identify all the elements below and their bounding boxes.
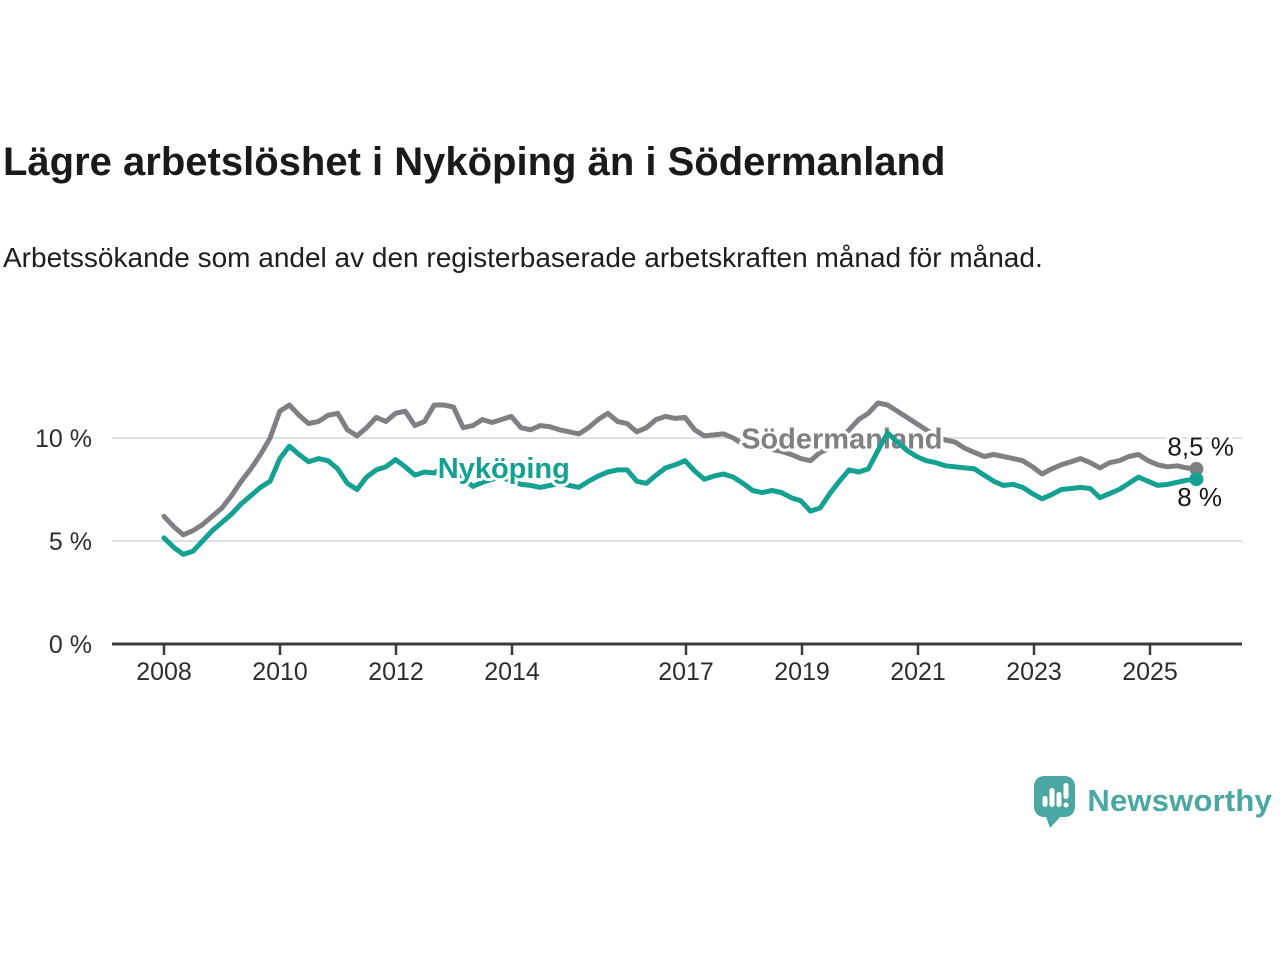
x-tick-label: 2017 <box>658 658 714 686</box>
x-tick-label: 2021 <box>890 658 946 686</box>
end-dot-sdermanland <box>1189 461 1204 476</box>
page-title: Lägre arbetslöshet i Nyköping än i Söder… <box>3 140 946 184</box>
end-value-label-sdermanland: 8,5 % <box>1167 432 1234 462</box>
series-label-sdermanland: Södermanland <box>741 423 942 455</box>
x-tick-label: 2012 <box>368 658 424 686</box>
x-tick-label: 2023 <box>1006 658 1062 686</box>
newsworthy-logo-text: Newsworthy <box>1087 783 1272 818</box>
x-tick-label: 2014 <box>484 658 540 686</box>
newsworthy-logo-icon <box>1034 776 1076 828</box>
x-tick-label: 2010 <box>252 658 308 686</box>
newsworthy-logo: Newsworthy <box>1032 772 1272 830</box>
series-label-nykping: Nyköping <box>438 453 570 485</box>
y-tick-label: 5 % <box>49 528 92 556</box>
chart-line-nykping <box>161 430 1199 557</box>
chart-line-sdermanland <box>161 400 1199 538</box>
y-tick-label: 0 % <box>49 631 92 659</box>
end-value-label-nykping: 8 % <box>1177 482 1222 512</box>
y-tick-label: 10 % <box>35 425 92 453</box>
x-tick-label: 2019 <box>774 658 830 686</box>
x-tick-label: 2025 <box>1122 658 1178 686</box>
end-dot-nykping <box>1189 472 1204 487</box>
chart-subtitle: Arbetssökande som andel av den registerb… <box>3 242 1043 273</box>
x-tick-label: 2008 <box>136 658 192 686</box>
